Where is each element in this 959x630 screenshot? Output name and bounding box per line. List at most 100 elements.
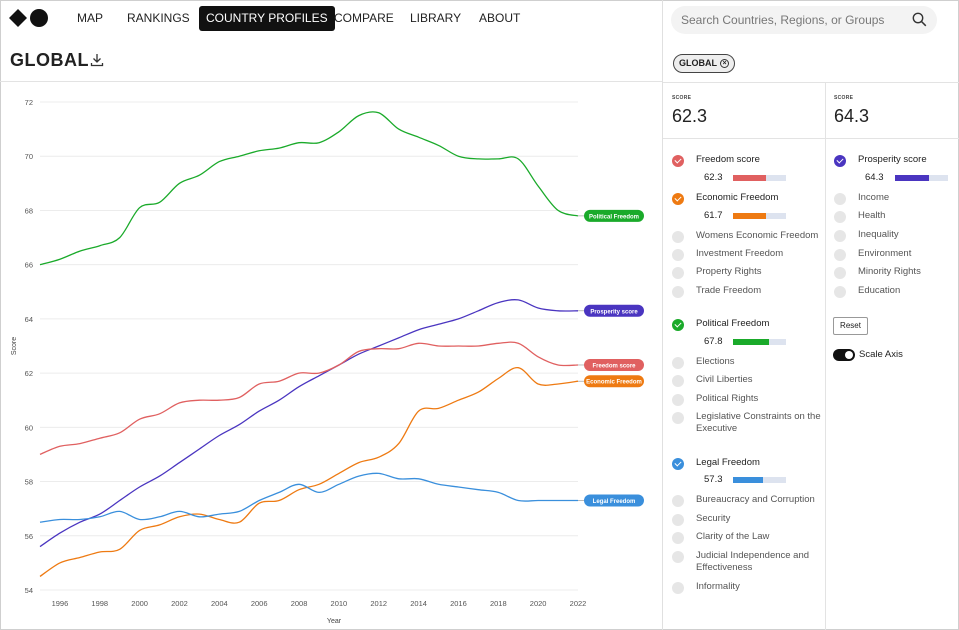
toggle-clarity-of-law[interactable]: Clarity of the Law [672, 531, 769, 545]
x-tick-label: 2018 [490, 599, 507, 608]
x-tick-label: 1998 [91, 599, 108, 608]
unchecked-icon [672, 267, 684, 279]
toggle-inequality[interactable]: Inequality [834, 229, 899, 243]
series-line-freedom-score[interactable] [39, 341, 579, 456]
toggle-investment-freedom[interactable]: Investment Freedom [672, 248, 783, 262]
sub-label: Judicial Independence and Effectiveness [696, 550, 810, 573]
nav-rankings[interactable]: RANKINGS [127, 11, 190, 25]
toggle-health[interactable]: Health [834, 210, 885, 224]
toggle-civil-liberties[interactable]: Civil Liberties [672, 374, 753, 388]
toggle-economic-freedom[interactable]: Economic Freedom [672, 192, 778, 206]
end-label-text: Freedom score [592, 363, 636, 369]
header-divider [0, 81, 662, 82]
x-axis-label: Year [327, 618, 342, 625]
toggle-legal-freedom[interactable]: Legal Freedom [672, 457, 760, 471]
nav-about[interactable]: ABOUT [479, 11, 521, 25]
scale-axis-label: Scale Axis [859, 349, 903, 360]
unchecked-icon [672, 412, 684, 424]
y-tick-label: 68 [25, 206, 33, 215]
search-box[interactable]: Search Countries, Regions, or Groups [671, 6, 937, 34]
toggle-education[interactable]: Education [834, 285, 900, 299]
search-icon[interactable] [912, 12, 927, 27]
y-tick-label: 58 [25, 478, 33, 487]
unchecked-icon [672, 231, 684, 243]
toggle-political-freedom[interactable]: Political Freedom [672, 318, 769, 332]
x-tick-label: 2020 [530, 599, 547, 608]
y-tick-label: 60 [25, 423, 33, 432]
series-line-legal-freedom[interactable] [39, 472, 578, 523]
toggle-political-rights[interactable]: Political Rights [672, 393, 758, 407]
y-tick-label: 70 [25, 152, 33, 161]
end-label-pill[interactable] [584, 358, 644, 371]
download-icon[interactable] [90, 53, 104, 67]
scale-axis-toggle[interactable] [833, 349, 855, 361]
nav-map[interactable]: MAP [77, 11, 104, 25]
freedom-score-label: Freedom score [696, 154, 760, 165]
economic-freedom-bar [733, 213, 786, 219]
sub-label: Minority Rights [858, 266, 921, 277]
toggle-trade-freedom[interactable]: Trade Freedom [672, 285, 761, 299]
political-freedom-bar [733, 339, 786, 345]
economic-freedom-label: Economic Freedom [696, 192, 779, 203]
end-label-pill[interactable] [584, 304, 644, 317]
close-icon[interactable]: × [720, 59, 729, 68]
prosperity-score-value: 64.3 [834, 106, 870, 126]
toggle-judicial-independence[interactable]: Judicial Independence and Effectiveness [672, 550, 822, 573]
end-label-text: Legal Freedom [593, 499, 636, 505]
global-filter-chip[interactable]: GLOBAL × [673, 54, 735, 73]
x-tick-label: 2008 [291, 599, 308, 608]
freedom-score-subvalue: 62.3 [704, 172, 723, 183]
x-tick-label: 2014 [410, 599, 427, 608]
prosperity-score-label: Prosperity score [858, 154, 927, 165]
sub-label: Political Rights [696, 393, 759, 404]
logo-icon[interactable] [9, 9, 49, 27]
reset-button[interactable]: Reset [833, 317, 868, 335]
x-tick-label: 1996 [52, 599, 69, 608]
series-line-prosperity-score[interactable] [39, 299, 579, 548]
sub-label: Environment [858, 248, 912, 259]
unchecked-icon [672, 495, 684, 507]
line-chart: 54 56 58 60 62 64 66 68 70 72 1996 1998 2000 2002 2004… [11, 98, 644, 625]
unchecked-icon [834, 249, 846, 261]
toggle-security[interactable]: Security [672, 513, 730, 527]
search-placeholder: Search Countries, Regions, or Groups [681, 13, 885, 27]
x-tick-label: 2012 [370, 599, 387, 608]
x-tick-label: 2010 [331, 599, 348, 608]
toggle-bureaucracy-corruption[interactable]: Bureaucracy and Corruption [672, 494, 815, 508]
nav-library[interactable]: LIBRARY [410, 11, 462, 25]
freedom-score-label: SCORE [672, 95, 692, 101]
x-tick-label: 2022 [570, 599, 587, 608]
toggle-legislative-constraints[interactable]: Legislative Constraints on the Executive [672, 411, 822, 434]
series-line-political-freedom[interactable] [39, 111, 579, 266]
series-line-economic-freedom[interactable] [39, 367, 579, 577]
toggle-prosperity-score[interactable]: Prosperity score [834, 154, 927, 168]
toggle-environment[interactable]: Environment [834, 248, 911, 262]
nav-country-profiles[interactable]: COUNTRY PROFILES [199, 6, 335, 31]
end-label-pill[interactable] [584, 494, 644, 507]
end-label-pill[interactable] [584, 375, 644, 388]
toggle-elections[interactable]: Elections [672, 356, 735, 370]
checked-icon [834, 155, 846, 167]
toggle-property-rights[interactable]: Property Rights [672, 266, 761, 280]
sub-label: Informality [696, 581, 740, 592]
legal-freedom-label: Legal Freedom [696, 457, 760, 468]
sub-label: Elections [696, 356, 735, 367]
prosperity-score-label: SCORE [834, 95, 854, 101]
checked-icon [672, 458, 684, 470]
unchecked-icon [672, 286, 684, 298]
nav-compare[interactable]: COMPARE [334, 11, 394, 25]
freedom-score-bar [733, 175, 786, 181]
toggle-minority-rights[interactable]: Minority Rights [834, 266, 921, 280]
toggle-womens-economic-freedom[interactable]: Womens Economic Freedom [672, 230, 818, 244]
sub-label: Womens Economic Freedom [696, 230, 819, 241]
toggle-informality[interactable]: Informality [672, 581, 740, 595]
end-label-text: Political Freedom [589, 214, 639, 220]
political-freedom-subvalue: 67.8 [704, 336, 723, 347]
y-tick-label: 56 [25, 532, 33, 541]
toggle-freedom-score[interactable]: Freedom score [672, 154, 760, 168]
toggle-income[interactable]: Income [834, 192, 889, 206]
legal-freedom-bar [733, 477, 786, 483]
end-label-pill[interactable] [584, 209, 644, 222]
unchecked-icon [672, 394, 684, 406]
x-tick-label: 2004 [211, 599, 228, 608]
